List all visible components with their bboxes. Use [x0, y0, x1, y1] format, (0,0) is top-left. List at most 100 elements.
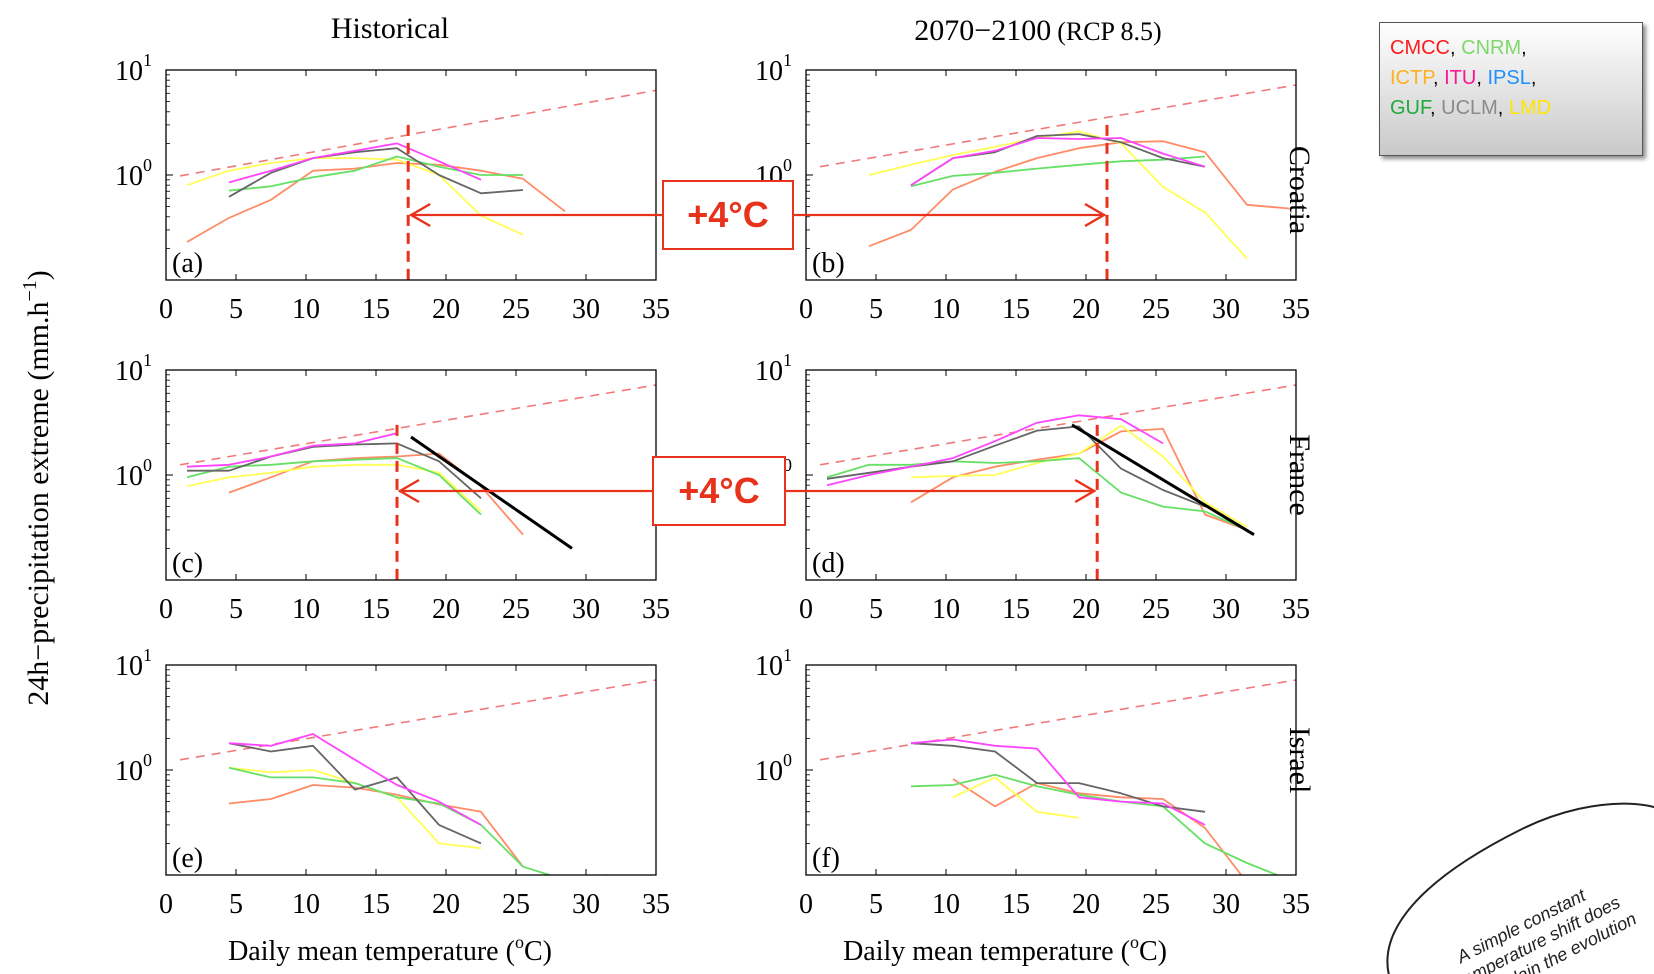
x-axis-label-left-unit: C): [524, 936, 552, 967]
row-label-croatia: Croatia: [1283, 146, 1316, 234]
note-bubble: A simple constant temperature shift does…: [1386, 802, 1654, 974]
y-tick-exp-b-1: 0: [783, 155, 792, 175]
y-axis-label: 24h−precipitation extreme (mm.h−1): [19, 270, 55, 706]
y-tick-exp-f-1: 0: [783, 750, 792, 770]
y-tick-label-a-1: 100: [115, 155, 152, 192]
y-tick-label-c-1: 100: [115, 455, 152, 492]
x-tick-label-f-3: 15: [1002, 889, 1030, 920]
legend-row-3: GUF, UCLM, LMD: [1390, 97, 1552, 119]
y-tick-base-b-0: 10: [755, 56, 783, 87]
legend-guf: GUF: [1390, 97, 1430, 119]
x-tick-label-a-3: 15: [362, 294, 390, 325]
panel-label-b: (b): [812, 248, 845, 279]
x-tick-label-d-2: 10: [932, 594, 960, 625]
x-tick-label-a-4: 20: [432, 294, 460, 325]
x-tick-label-a-6: 30: [572, 294, 600, 325]
x-tick-label-e-1: 5: [229, 889, 243, 920]
y-tick-base-d-0: 10: [755, 356, 783, 387]
series-line-b-2: [910, 155, 1206, 188]
series-line-d-3: [826, 425, 1206, 508]
series-line-e-1: [228, 766, 482, 850]
series-line-a-3: [228, 147, 524, 198]
y-tick-label-b-0: 101: [755, 50, 792, 87]
panel-label-d: (d): [812, 548, 845, 579]
series-line-f-4: [910, 738, 1206, 826]
panel-d-plot-area: [819, 384, 1296, 580]
y-tick-label-f-1: 100: [755, 750, 792, 787]
x-axis-label-right-unit: C): [1139, 936, 1167, 967]
x-tick-label-a-2: 10: [292, 294, 320, 325]
series-line-c-3: [187, 442, 482, 499]
x-tick-label-d-5: 25: [1142, 594, 1170, 625]
x-tick-label-b-3: 15: [1002, 294, 1030, 325]
x-tick-label-d-7: 35: [1282, 594, 1310, 625]
x-tick-label-e-7: 35: [642, 889, 670, 920]
series-line-c-2: [186, 457, 482, 516]
x-tick-label-b-6: 30: [1212, 294, 1240, 325]
panel-frame-f: [805, 664, 1297, 876]
row-label-israel: Israel: [1283, 727, 1316, 794]
panel-frame-c: [165, 369, 657, 581]
series-line-e-4: [228, 733, 482, 826]
y-tick-exp-b-0: 1: [783, 50, 792, 70]
warming-callout-middle: +4°C: [652, 456, 786, 526]
x-tick-label-e-6: 30: [572, 889, 600, 920]
column-title-historical: Historical: [331, 12, 449, 45]
y-tick-base-a-0: 10: [115, 56, 143, 87]
y-tick-exp-c-0: 1: [143, 350, 152, 370]
series-line-d-0: [910, 427, 1248, 531]
y-tick-exp-a-0: 1: [143, 50, 152, 70]
x-tick-label-f-0: 0: [799, 889, 813, 920]
series-line-f-2: [910, 773, 1280, 875]
legend-row-1: CMCC, CNRM,: [1390, 37, 1527, 59]
x-axis-label-left-sup: o: [515, 932, 524, 952]
x-tick-label-c-3: 15: [362, 594, 390, 625]
warming-arrowhead-left-1: [397, 478, 420, 504]
legend-cmcc: CMCC: [1390, 37, 1450, 59]
panel-label-c: (c): [172, 548, 203, 579]
x-tick-label-d-0: 0: [799, 594, 813, 625]
x-tick-label-c-0: 0: [159, 594, 173, 625]
x-tick-label-f-2: 10: [932, 889, 960, 920]
model-legend: CMCC, CNRM, ICTP, ITU, IPSL, GUF, UCLM, …: [1379, 22, 1643, 156]
x-tick-label-a-5: 25: [502, 294, 530, 325]
x-tick-label-b-5: 25: [1142, 294, 1170, 325]
cc-reference-line-e: [179, 679, 656, 761]
series-line-a-2: [228, 155, 523, 192]
row-label-france: France: [1283, 434, 1316, 516]
x-tick-label-d-4: 20: [1072, 594, 1100, 625]
y-tick-base-f-0: 10: [755, 651, 783, 682]
cc-reference-line-d: [819, 384, 1296, 466]
legend-cnrm: CNRM: [1461, 37, 1522, 59]
y-tick-label-d-0: 101: [755, 350, 792, 387]
series-line-a-4: [228, 142, 482, 184]
x-tick-label-b-4: 20: [1072, 294, 1100, 325]
y-tick-exp-d-0: 1: [783, 350, 792, 370]
warming-callout-top: +4°C: [662, 180, 794, 250]
series-line-b-4: [910, 137, 1206, 186]
x-tick-label-a-1: 5: [229, 294, 243, 325]
y-tick-base-f-1: 10: [755, 756, 783, 787]
trend-line-c: [410, 435, 573, 550]
series-line-c-0: [228, 452, 524, 536]
legend-lmd: LMD: [1508, 97, 1552, 119]
cc-reference-line-b: [819, 84, 1296, 168]
x-tick-label-e-2: 10: [292, 889, 320, 920]
series-line-d-2: [826, 457, 1248, 531]
x-axis-label-right-sup: o: [1130, 932, 1139, 952]
panel-frame-d: [805, 369, 1297, 581]
series-line-e-3: [228, 742, 482, 845]
cc-reference-line-f: [819, 679, 1296, 761]
panel-frame-a: [165, 69, 657, 281]
series-line-a-1: [186, 157, 524, 236]
x-tick-label-c-4: 20: [432, 594, 460, 625]
panel-e-plot-area: [179, 679, 656, 875]
x-tick-label-c-2: 10: [292, 594, 320, 625]
panel-b-plot-area: [819, 84, 1296, 280]
x-tick-label-a-7: 35: [642, 294, 670, 325]
